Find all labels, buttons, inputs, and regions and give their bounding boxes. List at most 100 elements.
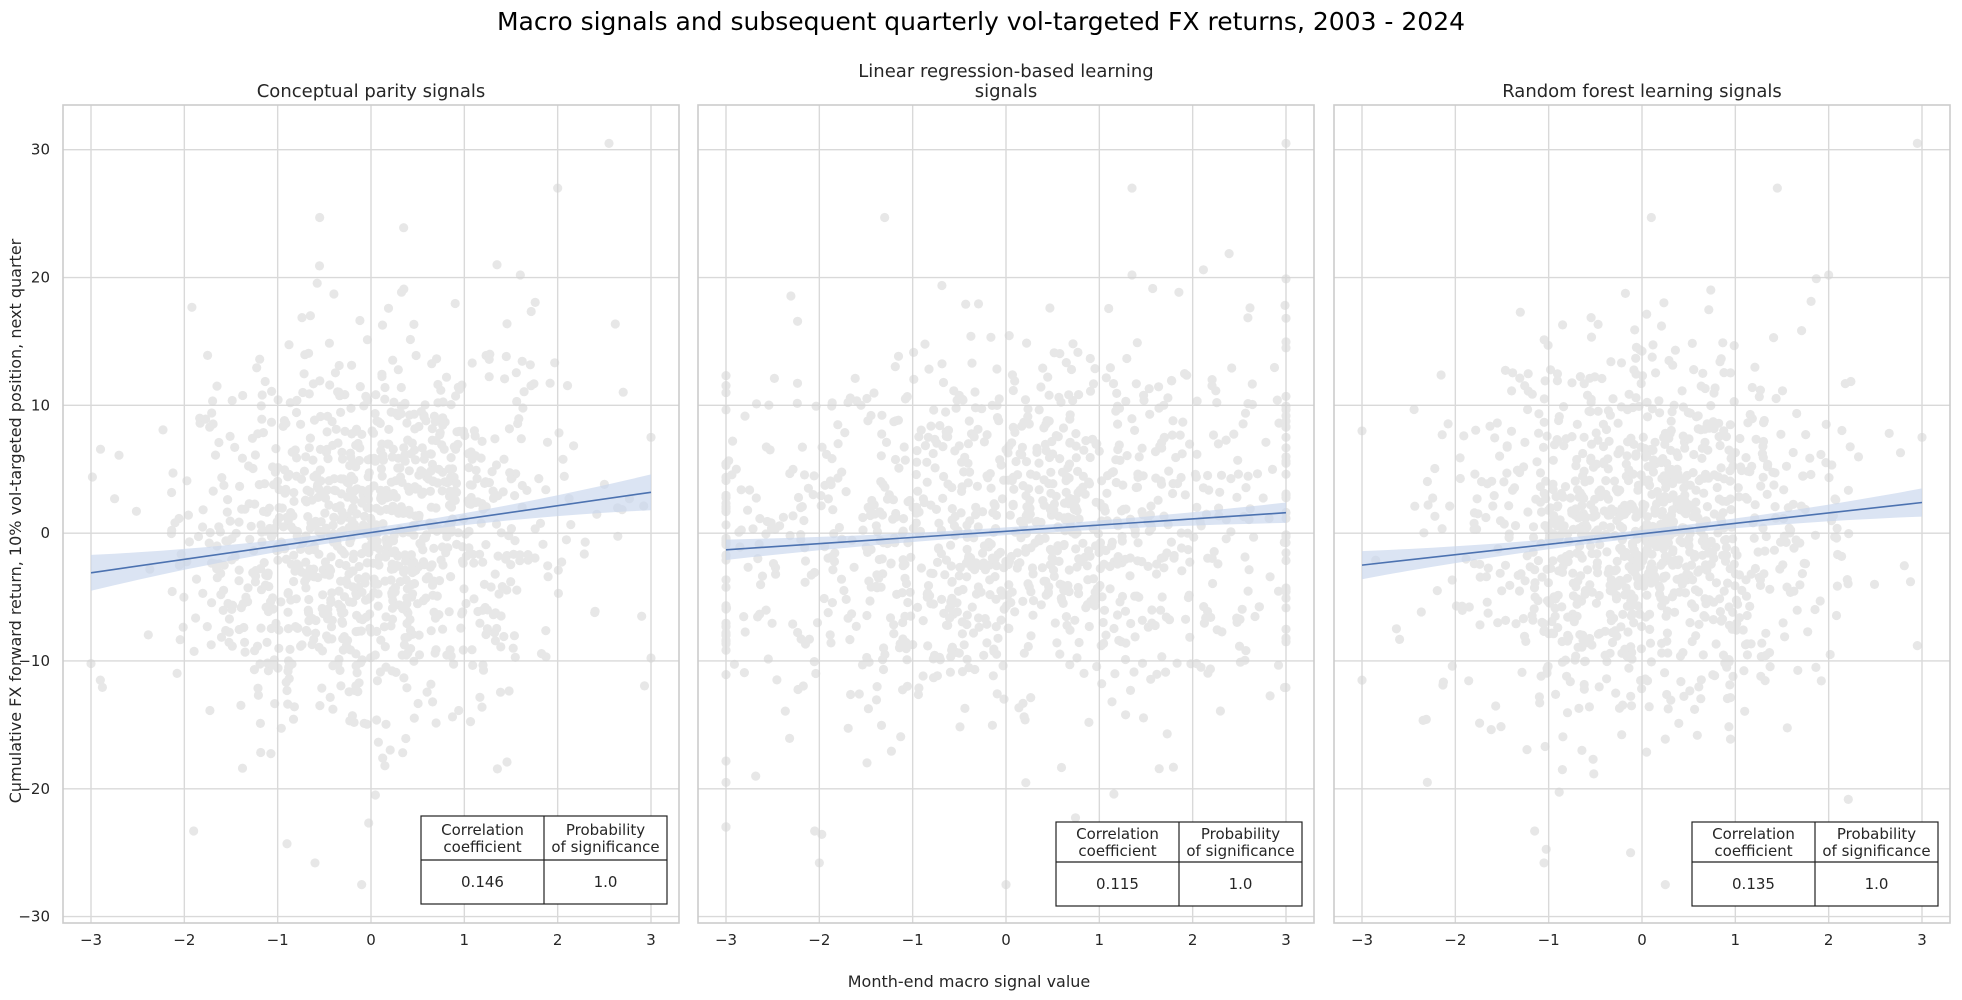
scatter-point — [897, 588, 907, 598]
scatter-point — [1709, 509, 1719, 519]
significance-value: 1.0 — [1865, 875, 1889, 893]
scatter-point — [1500, 560, 1511, 570]
scatter-point — [1648, 537, 1658, 547]
scatter-point — [1101, 630, 1111, 640]
scatter-point — [1074, 390, 1084, 400]
scatter-point — [234, 576, 244, 586]
scatter-point — [928, 599, 939, 609]
scatter-point — [396, 401, 406, 411]
scatter-point — [1772, 183, 1782, 193]
scatter-point — [376, 464, 386, 474]
scatter-point — [1742, 650, 1752, 660]
scatter-point — [143, 630, 153, 640]
scatter-point — [1154, 764, 1164, 774]
scatter-point — [1014, 703, 1024, 713]
scatter-point — [886, 746, 897, 756]
scatter-point — [1760, 676, 1770, 686]
scatter-point — [1689, 365, 1699, 375]
scatter-point — [371, 390, 381, 400]
scatter-point — [400, 456, 410, 466]
scatter-point — [372, 715, 382, 725]
scatter-point — [438, 420, 448, 430]
scatter-point — [402, 683, 412, 693]
scatter-point — [266, 597, 276, 607]
scatter-point — [1357, 426, 1367, 436]
scatter-point — [234, 565, 244, 575]
scatter-point — [1034, 458, 1044, 468]
scatter-point — [639, 681, 650, 691]
scatter-point — [1574, 703, 1584, 714]
scatter-point — [337, 454, 348, 464]
stats-table-header: of significance — [1822, 842, 1930, 860]
scatter-point — [376, 635, 386, 645]
scatter-point — [1146, 501, 1156, 511]
scatter-point — [905, 587, 915, 597]
scatter-point — [1190, 469, 1200, 479]
scatter-point — [934, 652, 945, 663]
scatter-point — [1869, 579, 1880, 590]
scatter-point — [1656, 321, 1667, 331]
scatter-point — [237, 763, 248, 773]
scatter-point — [924, 364, 934, 374]
scatter-point — [431, 718, 441, 728]
scatter-point — [1560, 655, 1571, 665]
scatter-point — [1023, 404, 1033, 414]
scatter-point — [952, 607, 963, 617]
scatter-point — [1175, 430, 1185, 440]
scatter-point — [1578, 471, 1588, 481]
scatter-point — [370, 650, 380, 660]
scatter-point — [1837, 425, 1847, 436]
scatter-point — [1227, 363, 1237, 373]
scatter-point — [1491, 701, 1501, 711]
scatter-point — [863, 704, 874, 714]
scatter-point — [1622, 651, 1632, 661]
scatter-point — [348, 566, 358, 576]
scatter-point — [530, 553, 540, 563]
scatter-point — [1105, 363, 1115, 373]
scatter-point — [866, 410, 876, 421]
scatter-point — [1085, 551, 1095, 561]
scatter-point — [1567, 378, 1577, 388]
scatter-point — [1502, 468, 1512, 478]
scatter-point — [1117, 531, 1127, 542]
scatter-point — [1056, 593, 1066, 603]
scatter-point — [1183, 545, 1193, 555]
scatter-point — [968, 628, 979, 638]
scatter-point — [304, 348, 314, 358]
scatter-point — [364, 548, 374, 558]
scatter-point — [1423, 500, 1433, 510]
scatter-point — [422, 687, 432, 697]
scatter-point — [1064, 473, 1074, 483]
scatter-point — [488, 610, 498, 620]
scatter-point — [1693, 424, 1703, 434]
scatter-point — [1670, 558, 1680, 568]
scatter-point — [957, 617, 967, 627]
scatter-point — [237, 453, 247, 463]
scatter-point — [1664, 355, 1674, 366]
scatter-point — [967, 602, 977, 612]
scatter-point — [858, 525, 868, 535]
scatter-point — [1025, 495, 1035, 505]
scatter-point — [311, 470, 321, 480]
scatter-point — [352, 668, 362, 678]
scatter-point — [1589, 769, 1599, 779]
scatter-point — [1724, 620, 1735, 630]
scatter-point — [1157, 652, 1167, 662]
scatter-point — [962, 544, 972, 555]
scatter-point — [1036, 382, 1046, 392]
scatter-point — [236, 700, 246, 711]
scatter-point — [273, 555, 283, 565]
scatter-point — [282, 512, 292, 522]
scatter-point — [1475, 559, 1485, 569]
scatter-point — [398, 604, 408, 614]
x-tick-label: 2 — [553, 931, 563, 949]
scatter-point — [1157, 592, 1167, 602]
scatter-point — [297, 313, 307, 323]
scatter-point — [433, 379, 443, 390]
scatter-point — [201, 414, 211, 424]
scatter-point — [1626, 596, 1636, 606]
panel-title: Linear regression-based learning — [858, 61, 1153, 82]
scatter-point — [1226, 527, 1236, 537]
scatter-point — [204, 538, 214, 548]
scatter-point — [1180, 490, 1190, 500]
